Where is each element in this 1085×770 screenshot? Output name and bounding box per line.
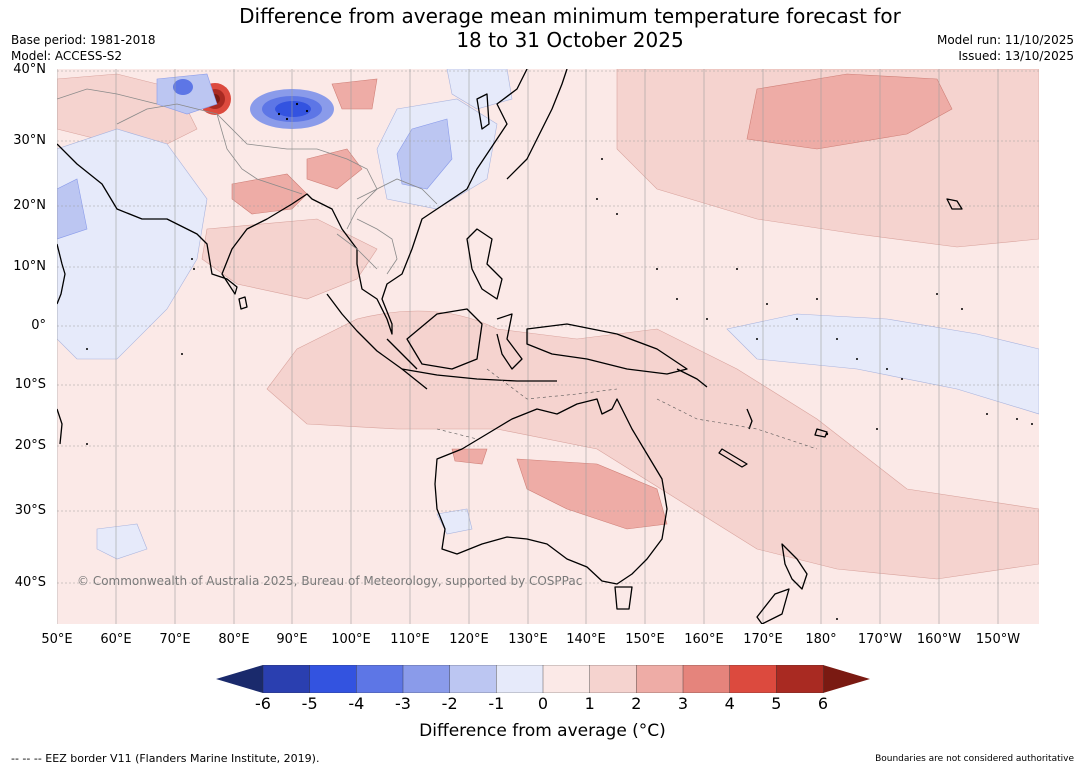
- lon-label: 50°E: [41, 632, 73, 647]
- colorbar-tick: 4: [724, 694, 735, 713]
- issued-date: Issued: 13/10/2025: [958, 49, 1074, 63]
- colorbar-tick: -5: [301, 694, 318, 713]
- colorbar-segment: [262, 664, 311, 694]
- colorbar-segment: [496, 664, 544, 694]
- colorbar-svg: [216, 664, 870, 694]
- lon-label: 150°E: [625, 632, 665, 647]
- lat-label: 40°N: [13, 62, 46, 77]
- colorbar-segment: [449, 664, 498, 694]
- lon-label: 130°E: [508, 632, 548, 647]
- meta-right: Model run: 11/10/2025 Issued: 13/10/2025: [937, 32, 1074, 64]
- lon-label: 160°E: [684, 632, 724, 647]
- colorbar-tick: 5: [771, 694, 782, 713]
- lon-label: 180°: [805, 632, 837, 647]
- lon-label: 170°W: [857, 632, 903, 647]
- map-graticule: [57, 69, 1039, 624]
- lon-label: 120°E: [449, 632, 489, 647]
- colorbar-segment: [682, 664, 731, 694]
- anomaly-2-3-regions: [231, 73, 953, 530]
- lon-label: 70°E: [159, 632, 191, 647]
- copyright-note: © Commonwealth of Australia 2025, Bureau…: [77, 574, 583, 588]
- eez-note: -- -- -- EEZ border V11 (Flanders Marine…: [11, 752, 320, 765]
- colorbar-tick: 3: [677, 694, 689, 713]
- colorbar-segment: [636, 664, 684, 694]
- base-period: Base period: 1981-2018: [11, 33, 156, 47]
- colorbar-segment: [402, 664, 451, 694]
- forecast-map: [57, 69, 1039, 624]
- colorbar-segment: [542, 664, 591, 694]
- colorbar: [216, 664, 870, 694]
- colorbar-tick: -6: [255, 694, 271, 713]
- map-title: Difference from average mean minimum tem…: [0, 4, 1085, 52]
- map-canvas: [57, 69, 1039, 624]
- lat-label: 20°S: [14, 438, 46, 453]
- lat-label: 30°S: [14, 503, 46, 518]
- colorbar-tick: 0: [537, 694, 549, 713]
- colorbar-label: Difference from average (°C): [419, 721, 666, 741]
- colorbar-segment: [776, 664, 824, 694]
- lon-label: 110°E: [390, 632, 430, 647]
- map-title-line2: 18 to 31 October 2025: [456, 28, 684, 52]
- map-title-line1: Difference from average mean minimum tem…: [239, 4, 901, 28]
- colorbar-segment: [589, 664, 638, 694]
- islands: [86, 102, 1033, 620]
- lon-label: 150°W: [975, 632, 1021, 647]
- lon-label: 90°E: [276, 632, 308, 647]
- colorbar-tick: 6: [817, 694, 829, 713]
- lat-label: 10°S: [14, 377, 46, 392]
- lat-label: 30°N: [13, 133, 46, 148]
- boundary-disclaimer: Boundaries are not considered authoritat…: [875, 754, 1074, 764]
- lon-label: 140°E: [566, 632, 606, 647]
- colorbar-tick: -4: [348, 694, 365, 713]
- lon-label: 100°E: [331, 632, 371, 647]
- meta-left: Base period: 1981-2018 Model: ACCESS-S2: [11, 32, 156, 64]
- lon-label: 60°E: [100, 632, 132, 647]
- colorbar-segment: [356, 664, 404, 694]
- lon-label: 80°E: [218, 632, 250, 647]
- colorbar-tick: -3: [395, 694, 411, 713]
- lat-label: 0°: [31, 318, 46, 333]
- model-run: Model run: 11/10/2025: [936, 33, 1074, 47]
- colorbar-segment: [729, 664, 778, 694]
- colorbar-tick: 2: [631, 694, 642, 713]
- colorbar-extend-high: [823, 665, 870, 693]
- lat-label: 10°N: [13, 259, 46, 274]
- model-name: Model: ACCESS-S2: [11, 49, 123, 63]
- lon-label: 160°W: [916, 632, 962, 647]
- colorbar-segment: [309, 664, 358, 694]
- colorbar-extend-low: [216, 665, 263, 693]
- lat-label: 20°N: [13, 198, 46, 213]
- colorbar-tick: -1: [488, 694, 505, 713]
- coastlines: [57, 69, 963, 624]
- eez-borders: [436, 368, 818, 450]
- country-borders: [57, 88, 438, 275]
- colorbar-tick: 1: [584, 694, 595, 713]
- lon-label: 170°E: [743, 632, 783, 647]
- lat-label: 40°S: [14, 575, 46, 590]
- colorbar-tick: -2: [441, 694, 458, 713]
